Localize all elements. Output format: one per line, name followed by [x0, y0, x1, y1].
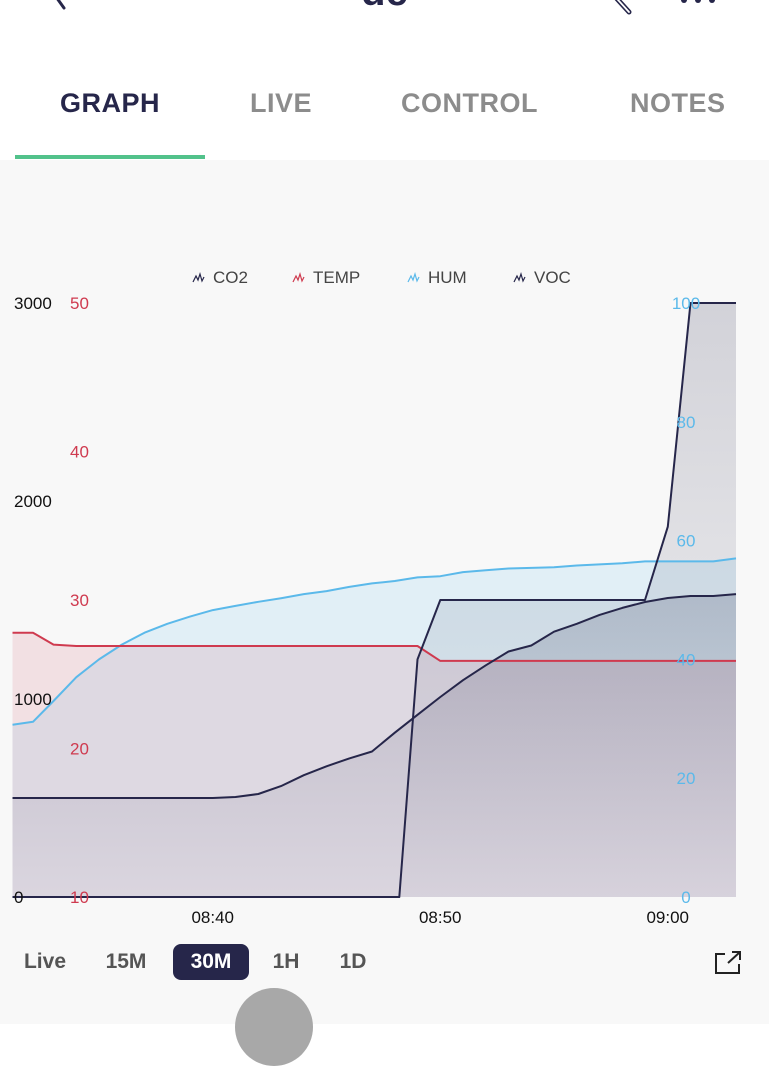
range-15m-button[interactable]: 15M [105, 950, 147, 973]
hum-axis-tick: 0 [681, 888, 690, 907]
legend-item-temp[interactable]: TEMP [292, 268, 360, 287]
temp-axis-tick: 20 [70, 740, 89, 759]
tab-bar: GRAPH LIVE CONTROL NOTES [0, 70, 769, 161]
tab-live[interactable]: LIVE [250, 88, 313, 118]
legend-label: VOC [534, 268, 571, 287]
tab-notes[interactable]: NOTES [630, 88, 726, 118]
hum-axis-tick: 20 [677, 769, 696, 788]
range-live-button[interactable]: Live [23, 950, 67, 973]
legend-item-voc[interactable]: VOC [513, 268, 571, 287]
series-line-temp[interactable] [12, 631, 737, 662]
temp-axis-tick: 10 [70, 888, 89, 907]
edit-icon[interactable] [605, 0, 637, 18]
temp-axis-tick: 40 [70, 443, 89, 462]
legend-item-hum[interactable]: HUM [407, 268, 467, 287]
hum-axis-tick: 80 [677, 413, 696, 432]
range-30m-button[interactable]: 30M [173, 944, 249, 980]
legend-label: TEMP [313, 268, 360, 287]
x-axis-tick: 09:00 [646, 908, 689, 927]
x-axis-tick: 08:50 [419, 908, 462, 927]
line-chart-icon [292, 271, 305, 283]
range-1d-button[interactable]: 1D [339, 950, 367, 973]
line-chart-icon [513, 271, 526, 283]
hum-axis-tick: 60 [677, 532, 696, 551]
series-line-co2[interactable] [12, 302, 737, 898]
hum-axis-tick: 100 [672, 294, 700, 313]
legend-label: CO2 [213, 268, 248, 287]
co2-axis-tick: 2000 [14, 492, 52, 511]
temp-axis-tick: 30 [70, 591, 89, 610]
tab-graph[interactable]: GRAPH [60, 88, 161, 118]
series-area-co2 [12, 303, 736, 897]
temp-axis-tick: 50 [70, 294, 89, 313]
series-line-hum[interactable] [12, 557, 737, 726]
active-tab-indicator [15, 155, 205, 159]
expand-icon[interactable] [713, 950, 743, 976]
hum-axis-tick: 40 [677, 650, 696, 669]
back-icon[interactable] [44, 0, 76, 10]
more-icon[interactable] [676, 0, 724, 8]
chart-area[interactable]: 0 1000 2000 3000 10 20 30 40 50 0 20 40 60 80 100 08:40… [0, 160, 769, 940]
legend-item-co2[interactable]: CO2 [192, 268, 248, 287]
co2-axis-tick: 3000 [14, 294, 52, 313]
home-handle[interactable] [235, 988, 313, 1066]
co2-axis-tick: 0 [14, 888, 23, 907]
top-bar: de [0, 0, 769, 40]
tab-control[interactable]: CONTROL [401, 88, 538, 118]
x-axis-tick: 08:40 [191, 908, 234, 927]
sensor-chart[interactable]: 0 1000 2000 3000 10 20 30 40 50 0 20 40 60 80 100 08:40… [0, 160, 769, 940]
legend-label: HUM [428, 268, 467, 287]
page-title: de [0, 0, 769, 15]
line-chart-icon [407, 271, 420, 283]
co2-axis-tick: 1000 [14, 690, 52, 709]
range-1h-button[interactable]: 1H [272, 950, 300, 973]
series-line-voc[interactable] [12, 593, 737, 799]
range-controls: Live 15M 30M 1H 1D [0, 940, 769, 1066]
line-chart-icon [192, 271, 205, 283]
